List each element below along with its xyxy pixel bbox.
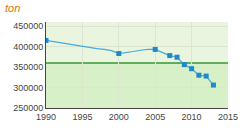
svg-text:2000: 2000 bbox=[109, 112, 129, 122]
svg-text:350000: 350000 bbox=[13, 62, 43, 72]
svg-text:1990: 1990 bbox=[36, 112, 56, 122]
svg-text:300000: 300000 bbox=[13, 83, 43, 93]
svg-text:2005: 2005 bbox=[145, 112, 165, 122]
svg-text:450000: 450000 bbox=[13, 21, 43, 31]
svg-text:1995: 1995 bbox=[72, 112, 92, 122]
svg-text:250000: 250000 bbox=[13, 103, 43, 113]
svg-text:400000: 400000 bbox=[13, 42, 43, 52]
svg-text:2015: 2015 bbox=[218, 112, 238, 122]
svg-text:2010: 2010 bbox=[182, 112, 202, 122]
svg-text:ton: ton bbox=[5, 2, 20, 14]
